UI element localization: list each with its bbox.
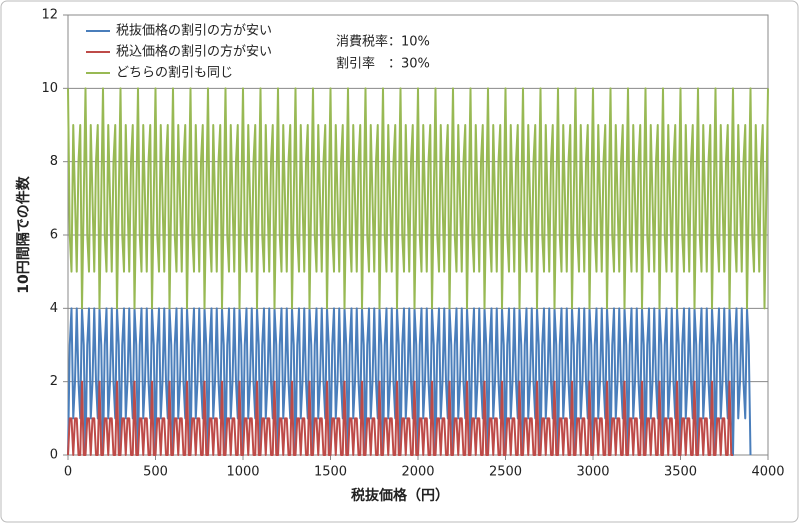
series-line bbox=[67, 307, 752, 456]
y-tick-label: 6 bbox=[50, 228, 58, 243]
annotation: 消費税率：10% bbox=[336, 34, 430, 50]
y-tick-label: 2 bbox=[50, 374, 58, 389]
legend-box bbox=[70, 17, 320, 87]
y-tick-label: 4 bbox=[50, 301, 58, 316]
x-tick-label: 2000 bbox=[401, 465, 434, 480]
legend-label: 税抜価格の割引の方が安い bbox=[116, 23, 272, 39]
y-axis-label: 10円間隔での件数 bbox=[15, 175, 32, 293]
y-tick-label: 8 bbox=[50, 154, 58, 169]
y-tick-label: 0 bbox=[50, 448, 58, 463]
annotation: 割引率 ：30% bbox=[336, 56, 430, 72]
y-tick-label: 10 bbox=[41, 81, 58, 96]
x-tick-label: 1000 bbox=[226, 465, 259, 480]
series-line bbox=[67, 380, 733, 456]
x-tick-label: 500 bbox=[143, 465, 168, 480]
x-axis-label: 税抜価格（円） bbox=[351, 487, 449, 504]
legend-label: 税込価格の割引の方が安い bbox=[116, 44, 272, 60]
x-tick-label: 1500 bbox=[314, 465, 347, 480]
x-tick-label: 3500 bbox=[664, 465, 697, 480]
y-tick-label: 12 bbox=[41, 8, 58, 23]
x-tick-label: 0 bbox=[64, 465, 72, 480]
x-tick-label: 3000 bbox=[576, 465, 609, 480]
x-tick-label: 2500 bbox=[489, 465, 522, 480]
series-line bbox=[67, 87, 769, 310]
legend-label: どちらの割引も同じ bbox=[116, 65, 233, 81]
x-tick-label: 4000 bbox=[751, 465, 784, 480]
